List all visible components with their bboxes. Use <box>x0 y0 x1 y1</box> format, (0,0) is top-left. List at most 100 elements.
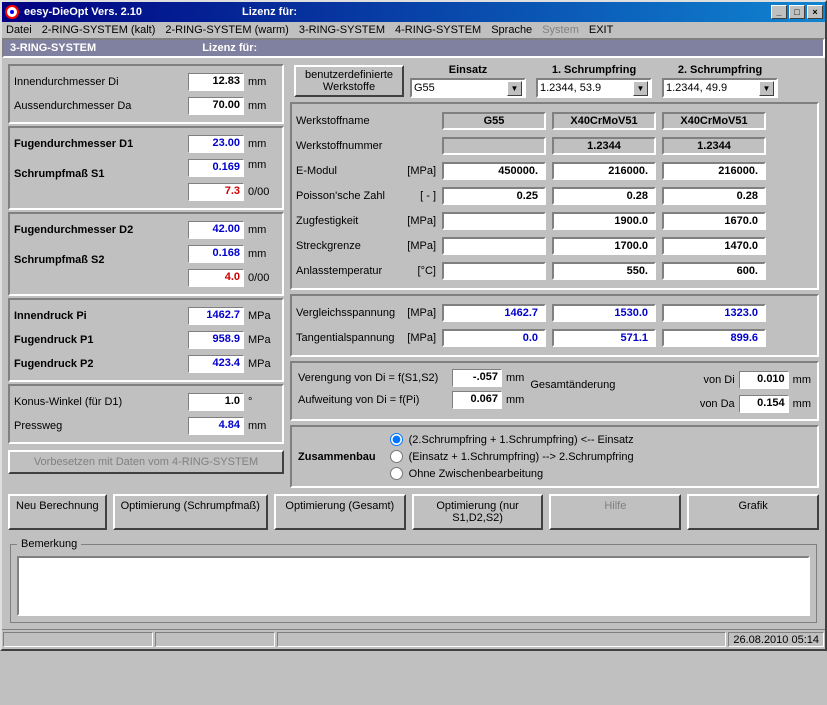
optimierung-gesamt-button[interactable]: Optimierung (Gesamt) <box>274 494 406 530</box>
vorbesetzen-button: Vorbesetzen mit Daten vom 4-RING-SYSTEM <box>8 450 284 474</box>
werkstoffname-0: G55 <box>442 112 546 130</box>
zug-0[interactable] <box>442 212 546 230</box>
s1-unit2: 0/00 <box>248 186 278 198</box>
optimierung-s1d2s2-button[interactable]: Optimierung (nur S1,D2,S2) <box>412 494 544 530</box>
menu-datei[interactable]: Datei <box>6 24 32 36</box>
material-panel: WerkstoffnameG55X40CrMoV51X40CrMoV51 Wer… <box>290 102 819 290</box>
menubar: Datei 2-RING-SYSTEM (kalt) 2-RING-SYSTEM… <box>2 22 825 38</box>
emodul-0[interactable]: 450000. <box>442 162 546 180</box>
streck-2[interactable]: 1470.0 <box>662 237 766 255</box>
s2-field1[interactable]: 0.168 <box>188 245 244 263</box>
d1-label: Fugendurchmesser D1 <box>14 138 184 150</box>
poisson-2[interactable]: 0.28 <box>662 187 766 205</box>
subtitle-1: 3-RING-SYSTEM <box>10 42 96 54</box>
p1-field[interactable]: 958.9 <box>188 331 244 349</box>
select-ring2[interactable]: 1.2344, 49.9▼ <box>662 78 778 98</box>
s1-field2[interactable]: 7.3 <box>188 183 244 201</box>
select-einsatz[interactable]: G55▼ <box>410 78 526 98</box>
emodul-1[interactable]: 216000. <box>552 162 656 180</box>
menu-exit[interactable]: EXIT <box>589 24 613 36</box>
d2-field[interactable]: 42.00 <box>188 221 244 239</box>
von-di-field: 0.010 <box>739 371 789 389</box>
emodul-label: E-Modul <box>296 165 396 177</box>
d1-unit: mm <box>248 138 278 150</box>
streck-0[interactable] <box>442 237 546 255</box>
streck-1[interactable]: 1700.0 <box>552 237 656 255</box>
s2-label: Schrumpfmaß S2 <box>14 254 184 266</box>
aufweitung-label: Aufweitung von Di = f(Pi) <box>298 394 448 406</box>
vergleich-0: 1462.7 <box>442 304 546 322</box>
s2-field2[interactable]: 4.0 <box>188 269 244 287</box>
da-unit: mm <box>248 100 278 112</box>
zug-2[interactable]: 1670.0 <box>662 212 766 230</box>
konus-field[interactable]: 1.0 <box>188 393 244 411</box>
di-unit: mm <box>248 76 278 88</box>
von-da-label: von Da <box>700 398 735 410</box>
von-da-field: 0.154 <box>739 395 789 413</box>
assembly-opt-1[interactable] <box>390 450 403 463</box>
tangential-1: 571.1 <box>552 329 656 347</box>
von-di-label: von Di <box>703 374 734 386</box>
vergleich-2: 1323.0 <box>662 304 766 322</box>
zug-1[interactable]: 1900.0 <box>552 212 656 230</box>
close-button[interactable]: × <box>807 5 823 19</box>
chevron-down-icon[interactable]: ▼ <box>759 81 774 96</box>
pressweg-label: Pressweg <box>14 420 184 432</box>
pressweg-field[interactable]: 4.84 <box>188 417 244 435</box>
s1-field1[interactable]: 0.169 <box>188 159 244 177</box>
menu-2ring-kalt[interactable]: 2-RING-SYSTEM (kalt) <box>42 24 156 36</box>
da-field[interactable]: 70.00 <box>188 97 244 115</box>
menu-4ring[interactable]: 4-RING-SYSTEM <box>395 24 481 36</box>
assembly-opt-2[interactable] <box>390 467 403 480</box>
d1-field[interactable]: 23.00 <box>188 135 244 153</box>
remark-fieldset: Bemerkung <box>10 538 817 623</box>
werkstoffname-2: X40CrMoV51 <box>662 112 766 130</box>
menu-3ring[interactable]: 3-RING-SYSTEM <box>299 24 385 36</box>
remark-textarea[interactable] <box>17 556 810 616</box>
vergleich-label: Vergleichsspannung <box>296 307 396 319</box>
stress-panel: Vergleichsspannung[MPa]1462.71530.01323.… <box>290 294 819 357</box>
maximize-button[interactable]: □ <box>789 5 805 19</box>
userdef-materials-button[interactable]: benutzerdefinierte Werkstoffe <box>294 65 404 97</box>
werkstoffnummer-0 <box>442 137 546 155</box>
col-ring2: 2. Schrumpfring <box>662 64 778 76</box>
pi-field[interactable]: 1462.7 <box>188 307 244 325</box>
subtitle-2: Lizenz für: <box>202 42 257 54</box>
poisson-0[interactable]: 0.25 <box>442 187 546 205</box>
minimize-button[interactable]: _ <box>771 5 787 19</box>
chevron-down-icon[interactable]: ▼ <box>633 81 648 96</box>
anlass-label: Anlasstemperatur <box>296 265 396 277</box>
p1-unit: MPa <box>248 334 278 346</box>
chevron-down-icon[interactable]: ▼ <box>507 81 522 96</box>
tangential-label: Tangentialspannung <box>296 332 396 344</box>
p2-label: Fugendruck P2 <box>14 358 184 370</box>
p2-field[interactable]: 423.4 <box>188 355 244 373</box>
werkstoffname-label: Werkstoffname <box>296 115 396 127</box>
tangential-0: 0.0 <box>442 329 546 347</box>
emodul-2[interactable]: 216000. <box>662 162 766 180</box>
app-icon <box>4 4 20 20</box>
di-field[interactable]: 12.83 <box>188 73 244 91</box>
select-ring1[interactable]: 1.2344, 53.9▼ <box>536 78 652 98</box>
zug-label: Zugfestigkeit <box>296 215 396 227</box>
pressweg-unit: mm <box>248 420 278 432</box>
statusbar: 26.08.2010 05:14 <box>2 629 825 649</box>
s1-label: Schrumpfmaß S1 <box>14 168 184 180</box>
optimierung-schrumpfmass-button[interactable]: Optimierung (Schrumpfmaß) <box>113 494 268 530</box>
neu-berechnung-button[interactable]: Neu Berechnung <box>8 494 107 530</box>
remark-label: Bemerkung <box>17 538 81 550</box>
menu-2ring-warm[interactable]: 2-RING-SYSTEM (warm) <box>165 24 288 36</box>
col-ring1: 1. Schrumpfring <box>536 64 652 76</box>
anlass-1[interactable]: 550. <box>552 262 656 280</box>
anlass-0[interactable] <box>442 262 546 280</box>
assembly-panel: Zusammenbau (2.Schrumpfring + 1.Schrumpf… <box>290 425 819 488</box>
s1-unit1: mm <box>248 159 278 177</box>
hilfe-button: Hilfe <box>549 494 681 530</box>
anlass-2[interactable]: 600. <box>662 262 766 280</box>
d2-label: Fugendurchmesser D2 <box>14 224 184 236</box>
titlebar: eesy-DieOpt Vers. 2.10 Lizenz für: _ □ × <box>2 2 825 22</box>
menu-sprache[interactable]: Sprache <box>491 24 532 36</box>
assembly-opt-0[interactable] <box>390 433 403 446</box>
poisson-1[interactable]: 0.28 <box>552 187 656 205</box>
grafik-button[interactable]: Grafik <box>687 494 819 530</box>
